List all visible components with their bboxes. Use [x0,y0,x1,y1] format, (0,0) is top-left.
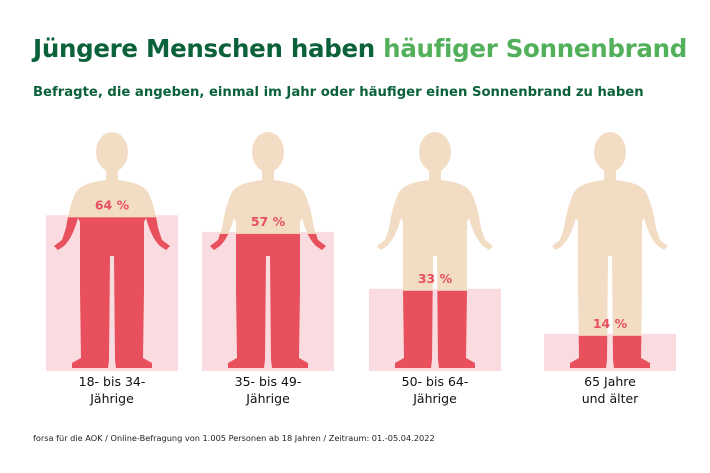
chart-subtitle: Befragte, die angeben, einmal im Jahr od… [33,85,644,100]
sunburn-glow [544,333,676,371]
title-part-1: Jüngere Menschen haben [33,34,384,63]
figure-head [96,132,128,172]
figure-head [419,132,451,172]
category-label: 50- bis 64- [402,374,469,389]
person-figure: 64 % 18- bis 34- Jährige [46,132,178,406]
category-label: Jährige [245,391,290,406]
category-label: und älter [582,391,639,406]
sunburn-glow [369,288,501,371]
title-part-2: häufiger Sonnenbrand [383,34,687,63]
category-label: 35- bis 49- [235,374,302,389]
category-label: 18- bis 34- [79,374,146,389]
person-figure: 14 % 65 Jahre und älter [544,132,676,406]
figure-head [252,132,284,172]
value-label: 57 % [251,214,286,229]
source-note: forsa für die AOK / Online-Befragung von… [33,433,435,443]
value-label: 33 % [418,271,453,286]
category-label: Jährige [89,391,134,406]
chart-title: Jüngere Menschen haben häufiger Sonnenbr… [33,34,687,63]
person-figure: 33 % 50- bis 64- Jährige [369,132,501,406]
value-label: 64 % [95,197,130,212]
category-label: Jährige [412,391,457,406]
category-label: 65 Jahre [584,374,636,389]
figure-body [552,170,668,368]
person-figure: 57 % 35- bis 49- Jährige [202,132,334,406]
value-label: 14 % [593,316,628,331]
figure-head [594,132,626,172]
